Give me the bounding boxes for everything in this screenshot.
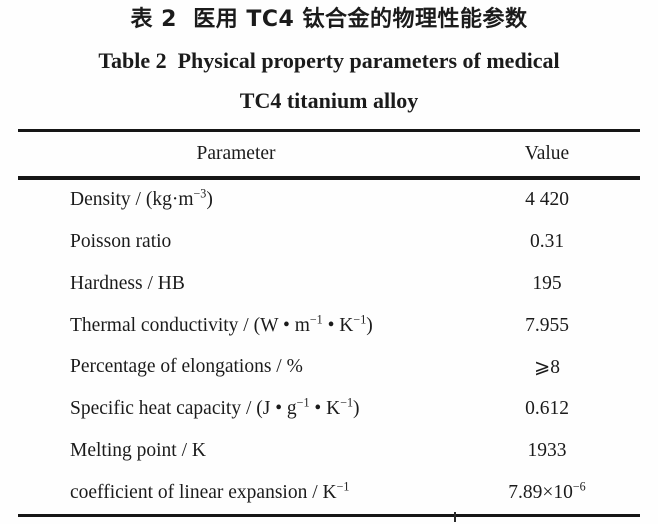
value-cell: 1933: [527, 439, 567, 461]
parameter-cell: Specific heat capacity / (J • g−1 • K−1): [70, 395, 360, 420]
column-header-value: Value: [524, 143, 570, 164]
table-caption-en-line1: Table 2 Physical property parameters of …: [98, 48, 560, 73]
table-bottom-rule: [18, 511, 640, 522]
parameter-cell: Percentage of elongations / %: [70, 356, 303, 378]
table-caption-zh: 表 2 医用 TC4 钛合金的物理性能参数: [130, 7, 528, 32]
parameter-cell: Melting point / K: [70, 439, 206, 461]
table-row: Poisson ratio 0.31: [18, 221, 640, 263]
table-row: Hardness / HB 195: [18, 263, 640, 305]
table-row: coefficient of linear expansion / K−1 7.…: [18, 472, 640, 514]
table-row: Density / (kg·m−3) 4 420: [18, 180, 640, 222]
value-cell: 195: [532, 272, 562, 294]
value-cell: ⩾8: [533, 357, 561, 379]
value-cell: 4 420: [525, 189, 569, 211]
table-top-rule: [18, 129, 640, 132]
parameter-cell: Hardness / HB: [70, 272, 185, 294]
parameter-cell: coefficient of linear expansion / K−1: [70, 479, 350, 503]
parameter-cell: Density / (kg·m−3): [70, 186, 213, 211]
parameter-cell: Poisson ratio: [70, 231, 172, 253]
properties-table: Parameter Value Density / (kg·m−3) 4 420…: [18, 129, 640, 522]
value-cell: 7.955: [525, 314, 569, 336]
table-caption-en-line2: TC4 titanium alloy: [239, 88, 419, 113]
table-row: Specific heat capacity / (J • g−1 • K−1)…: [18, 388, 640, 430]
column-header-parameter: Parameter: [196, 143, 276, 164]
table-header-row: Parameter Value: [18, 132, 640, 176]
table-row: Percentage of elongations / % ⩾8: [18, 347, 640, 389]
table-row: Thermal conductivity / (W • m−1 • K−1) 7…: [18, 305, 640, 347]
value-cell: 0.612: [525, 398, 569, 420]
column-divider-tick: [454, 511, 456, 522]
value-cell: 0.31: [529, 231, 565, 253]
table-header-rule: [18, 176, 640, 180]
value-cell: 7.89×10−6: [508, 479, 586, 503]
table-row: Melting point / K 1933: [18, 430, 640, 472]
parameter-cell: Thermal conductivity / (W • m−1 • K−1): [70, 312, 373, 336]
